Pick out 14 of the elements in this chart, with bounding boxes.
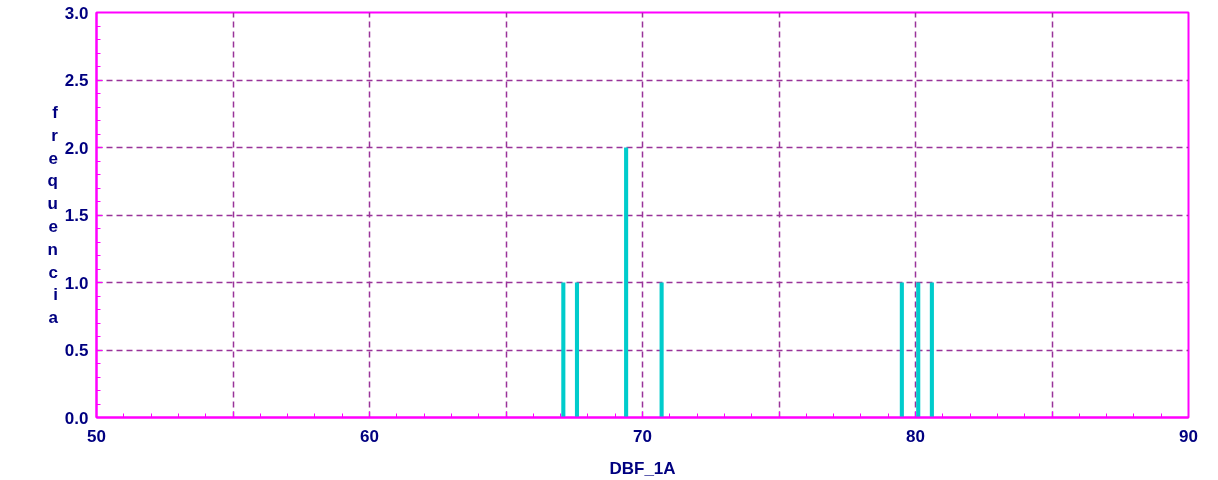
x-axis-title: DBF_1A xyxy=(609,458,676,478)
x-tick-label: 90 xyxy=(1179,426,1198,446)
text: frequencia xyxy=(47,102,58,328)
y-tick-label: 1.0 xyxy=(64,273,89,293)
x-tick-label: 50 xyxy=(87,426,106,446)
y-tick-label: 0.5 xyxy=(64,341,89,360)
x-tick-label: 80 xyxy=(906,426,925,446)
y-tick-label: 2.5 xyxy=(64,71,89,90)
y-tick-label: 1.5 xyxy=(64,206,89,225)
x-tick-label: 70 xyxy=(633,426,652,446)
y-tick-label: 0.0 xyxy=(64,408,89,428)
y-tick-label: 3.0 xyxy=(64,3,89,23)
x-tick-label: 60 xyxy=(360,426,379,446)
y-tick-label: 2.0 xyxy=(64,138,89,158)
